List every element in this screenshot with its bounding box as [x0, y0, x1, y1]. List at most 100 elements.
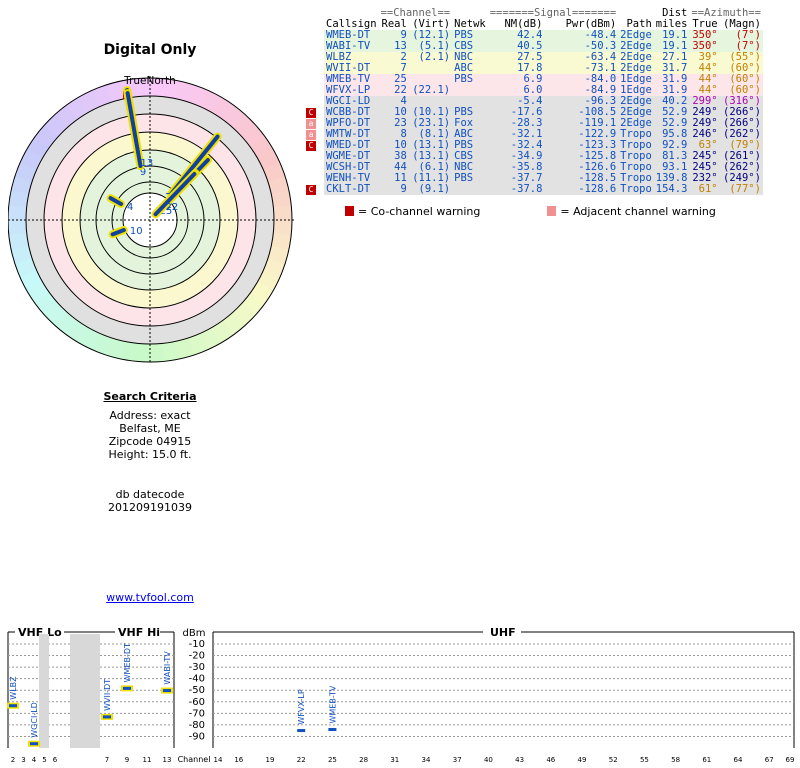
channel-tick: 55	[640, 756, 649, 764]
cell-virt: (2.1)	[408, 52, 453, 63]
cell-pwr: -126.6	[544, 162, 619, 173]
cell-path: 2Edge	[618, 40, 654, 52]
radar-plot: N TrueNorth 913272522410	[8, 75, 296, 364]
cell-call: WVII-DT	[324, 63, 379, 74]
table-row[interactable]: WGME-DT 38 (13.1) CBS -34.9 -125.8 Tropo 81.3 24…	[324, 151, 763, 162]
cell-true: 299°	[689, 96, 720, 107]
cell-magn: (60°)	[719, 63, 763, 74]
cell-path: Tropo	[618, 128, 654, 140]
adjacent-channel-warning-icon: a	[306, 119, 316, 129]
cell-true: 249°	[689, 118, 720, 129]
cell-miles: 40.2	[653, 96, 690, 107]
cell-magn: (79°)	[719, 140, 763, 151]
co-channel-warning-icon: C	[306, 185, 316, 195]
table-row[interactable]: CKLT-DT 9 (9.1) -37.8 -128.6 Tropo 154.3 61° (77…	[324, 184, 763, 195]
cell-magn: (262°)	[719, 162, 763, 173]
cell-magn: (262°)	[719, 129, 763, 140]
channel-tick: 58	[671, 756, 680, 764]
channel-tick: 7	[105, 756, 109, 764]
table-row[interactable]: WMED-DT 10 (13.1) PBS -32.4 -123.3 Tropo 92.9 63…	[324, 140, 763, 151]
cell-call: WABI-TV	[324, 41, 379, 52]
cell-net: Fox	[452, 118, 488, 129]
cell-net: ABC	[452, 63, 488, 74]
cell-miles: 27.1	[653, 52, 690, 63]
table-row[interactable]: WGCI-LD 4 -5.4 -96.3 2Edge 40.2 299° (316°)	[324, 96, 763, 107]
cell-miles: 95.8	[653, 129, 690, 140]
adjacent-channel-warning-icon	[547, 206, 557, 216]
cell-virt: (5.1)	[408, 41, 453, 52]
signal-spoke	[110, 228, 126, 237]
cell-path: 1Edge	[618, 73, 654, 85]
station-marker	[163, 689, 171, 693]
table-row[interactable]: WFVX-LP 22 (22.1) 6.0 -84.9 1Edge 31.9 44° (60°)	[324, 85, 763, 96]
cell-true: 245°	[689, 162, 720, 173]
cell-true: 44°	[689, 74, 720, 85]
cell-real: 9	[378, 184, 409, 195]
y-tick-label: -90	[189, 731, 205, 742]
cell-true: 39°	[689, 52, 720, 63]
station-label: WFVX-LP	[297, 689, 306, 724]
cell-path: 2Edge	[618, 95, 654, 107]
station-label: WLBZ	[9, 676, 18, 700]
cell-true: 249°	[689, 107, 720, 118]
station-label: WMEB-DT	[123, 643, 132, 682]
channel-tick: 4	[32, 756, 37, 764]
signal-spoke	[125, 91, 143, 169]
channel-tick: 52	[609, 756, 618, 764]
cell-path: 2Edge	[618, 62, 654, 74]
cell-net	[452, 96, 488, 107]
cell-net: PBS	[452, 30, 488, 41]
cell-path: 1Edge	[618, 84, 654, 96]
cell-nm: -37.7	[487, 173, 545, 184]
cell-magn: (261°)	[719, 151, 763, 162]
table-row[interactable]: WABI-TV 13 (5.1) CBS 40.5 -50.3 2Edge 19.1 350°(…	[324, 41, 763, 52]
table-row[interactable]: WCBB-DT 10 (10.1) PBS -17.6 -108.5 2Edge 52.9 24…	[324, 107, 763, 118]
y-tick-label: -60	[189, 697, 205, 708]
tvfool-link[interactable]: www.tvfool.com	[106, 591, 194, 604]
table-row[interactable]: WENH-TV 11 (11.1) PBS -37.7 -128.5 Tropo 139.8 2…	[324, 173, 763, 184]
cell-pwr: -125.8	[544, 151, 619, 162]
cell-nm: 27.5	[487, 52, 545, 63]
table-row[interactable]: WPFO-DT 23 (23.1) Fox -28.3 -119.1 2Edge 52.9 24…	[324, 118, 763, 129]
station-table: ==Channel== =======Signal======= Dist ==…	[306, 8, 763, 195]
cell-real: 8	[378, 129, 409, 140]
column-header-row: Callsign Real (Virt) Netwk NM(dB) Pwr(dB…	[324, 19, 763, 30]
cell-path: 2Edge	[618, 106, 654, 118]
cell-virt: (13.1)	[408, 140, 453, 151]
cell-real: 38	[378, 151, 409, 162]
cell-call: WLBZ	[324, 52, 379, 63]
cell-path: Tropo	[618, 139, 654, 151]
y-tick-label: -10	[189, 639, 205, 650]
cell-pwr: -73.1	[544, 63, 619, 74]
page-title: Digital Only	[103, 42, 197, 58]
col-callsign: Callsign	[326, 18, 377, 30]
col-real: Real	[381, 18, 407, 30]
cell-net: NBC	[452, 162, 488, 173]
cell-real: 2	[378, 52, 409, 63]
warning-legend: = Co-channel warning = Adjacent channel …	[345, 205, 716, 218]
y-tick-label: -40	[189, 674, 205, 685]
table-row[interactable]: WMEB-TV 25 PBS 6.9 -84.0 1Edge 31.9 44° (60°)	[324, 74, 763, 85]
radar-crosshair	[8, 76, 296, 364]
channel-tick: 25	[328, 756, 337, 764]
cell-path: 2Edge	[618, 51, 654, 63]
col-netwk: Netwk	[454, 18, 486, 30]
cell-call: WMEB-DT	[324, 30, 379, 41]
station-rows: WMEB-DT 9 (12.1) PBS 42.4 -48.4 2Edge 19.1 350°(…	[324, 30, 763, 195]
channel-tick: 28	[359, 756, 368, 764]
cell-real: 23	[378, 118, 409, 129]
cell-miles: 81.3	[653, 151, 690, 162]
table-row[interactable]: WCSH-DT 44 (6.1) NBC -35.8 -126.6 Tropo 93.1 245…	[324, 162, 763, 173]
signal-spoke	[108, 196, 124, 206]
cell-net: CBS	[452, 41, 488, 52]
channel-tick: 37	[453, 756, 462, 764]
cell-miles: 31.9	[653, 74, 690, 85]
table-row[interactable]: WVII-DT 7 ABC 17.8 -73.1 2Edge 31.7 44° (60°)	[324, 63, 763, 74]
cell-nm: -17.6	[487, 107, 545, 118]
cell-real: 4	[378, 96, 409, 107]
table-row[interactable]: WMEB-DT 9 (12.1) PBS 42.4 -48.4 2Edge 19.1 350°(…	[324, 30, 763, 41]
cell-magn: (266°)	[719, 107, 763, 118]
table-row[interactable]: WLBZ 2 (2.1) NBC 27.5 -63.4 2Edge 27.1 39° (55°)	[324, 52, 763, 63]
table-row[interactable]: WMTW-DT 8 (8.1) ABC -32.1 -122.9 Tropo 95.8 246°…	[324, 129, 763, 140]
cell-pwr: -122.9	[544, 129, 619, 140]
